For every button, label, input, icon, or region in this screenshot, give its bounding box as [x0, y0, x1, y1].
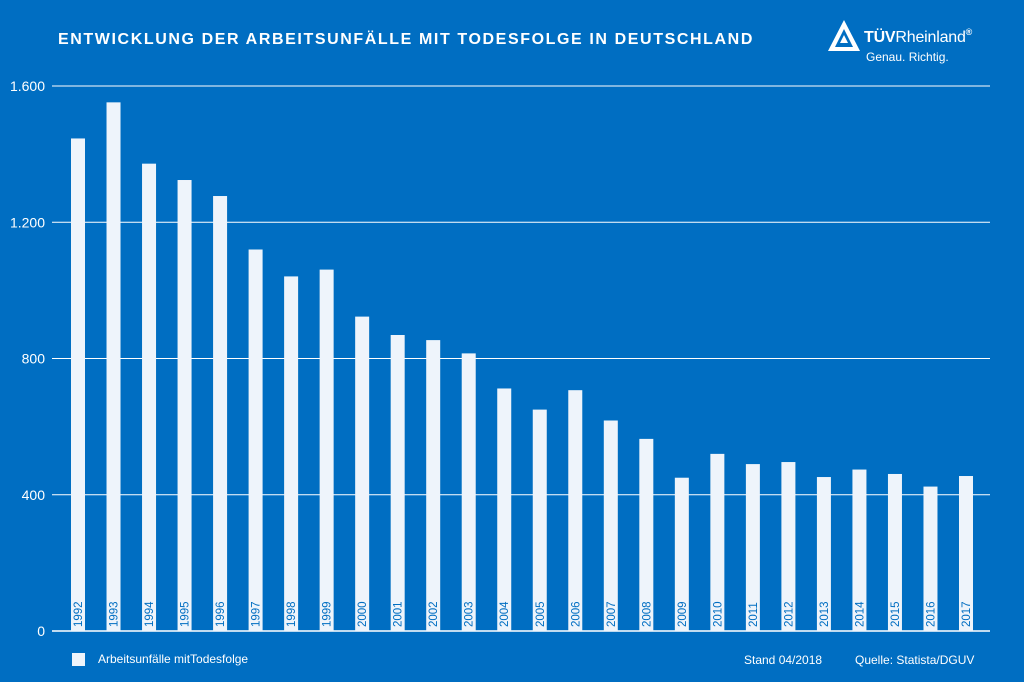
bar	[355, 316, 370, 631]
chart-title: ENTWICKLUNG DER ARBEITSUNFÄLLE MIT TODES…	[58, 31, 754, 48]
bar	[532, 409, 547, 631]
bar	[603, 420, 618, 631]
x-category-label: 2014	[854, 601, 866, 627]
legend-swatch	[72, 653, 85, 666]
x-category-label: 2000	[357, 601, 369, 627]
source-note: Quelle: Statista/DGUV	[855, 653, 975, 667]
bar	[390, 334, 405, 631]
logo-registered-mark: ®	[965, 27, 973, 37]
x-axis-category-labels: 1992 1993 1994 1995 1996 1997 1998 1999 2000 2001…	[73, 601, 973, 627]
x-category-label: 2012	[783, 601, 795, 627]
x-category-label: 1997	[251, 601, 263, 627]
x-category-label: 2001	[393, 601, 405, 627]
logo-word-light: Rheinland	[895, 29, 966, 46]
bar	[568, 390, 583, 631]
y-tick-label: 400	[22, 487, 46, 503]
logo-word-bold: TÜV	[864, 29, 896, 46]
bar	[959, 476, 973, 631]
x-category-label: 1993	[109, 601, 121, 627]
bar	[142, 163, 157, 631]
bar	[674, 477, 689, 631]
logo-slogan: Genau. Richtig.	[866, 50, 949, 64]
x-category-label: 2003	[464, 601, 476, 627]
x-category-label: 2005	[535, 601, 547, 627]
x-category-label: 2006	[570, 601, 582, 627]
y-tick-label: 1.200	[10, 214, 45, 230]
y-tick-label: 1.600	[10, 78, 45, 94]
y-tick-label: 800	[22, 351, 46, 367]
bar	[923, 486, 938, 631]
x-category-label: 1994	[144, 601, 156, 627]
bars	[71, 102, 973, 632]
x-category-label: 2008	[641, 601, 653, 627]
x-category-label: 2013	[819, 601, 831, 627]
x-category-label: 2017	[961, 601, 973, 627]
x-category-label: 1999	[322, 601, 334, 627]
tuv-triangle-icon	[828, 20, 860, 51]
x-category-label: 2016	[925, 601, 937, 627]
bar	[319, 269, 334, 631]
bar	[852, 469, 867, 631]
bar	[461, 353, 476, 631]
bar	[71, 138, 85, 632]
x-category-label: 2015	[890, 601, 902, 627]
bar	[284, 276, 299, 631]
bar	[248, 249, 263, 631]
x-category-label: 2011	[748, 602, 760, 627]
y-tick-label: 0	[37, 623, 45, 639]
bar	[106, 102, 121, 632]
gridlines	[52, 85, 990, 632]
legend-label: Arbeitsunfälle mitTodesfolge	[98, 652, 249, 666]
bar	[213, 196, 228, 631]
tuv-rheinland-logo: TÜVRheinland® Genau. Richtig.	[826, 18, 1012, 68]
bar	[745, 464, 760, 631]
logo-wordmark: TÜVRheinland®	[864, 27, 973, 47]
bar	[426, 340, 441, 631]
x-category-label: 1996	[215, 601, 227, 627]
x-category-label: 2007	[606, 601, 618, 627]
bar	[710, 453, 725, 631]
bar	[639, 438, 654, 631]
y-axis-tick-labels: 0 400 800 1.200 1.600	[10, 78, 45, 639]
stand-note: Stand 04/2018	[744, 653, 823, 667]
x-category-label: 1992	[73, 601, 85, 627]
x-category-label: 2010	[712, 601, 724, 627]
bar	[497, 388, 512, 631]
bar	[177, 180, 192, 631]
bar	[781, 462, 796, 631]
x-category-label: 2009	[677, 601, 689, 627]
x-category-label: 2002	[428, 601, 440, 627]
x-category-label: 1998	[286, 601, 298, 627]
x-category-label: 1995	[180, 601, 192, 627]
x-category-label: 2004	[499, 601, 511, 627]
bar	[816, 477, 831, 631]
bar	[887, 473, 902, 631]
